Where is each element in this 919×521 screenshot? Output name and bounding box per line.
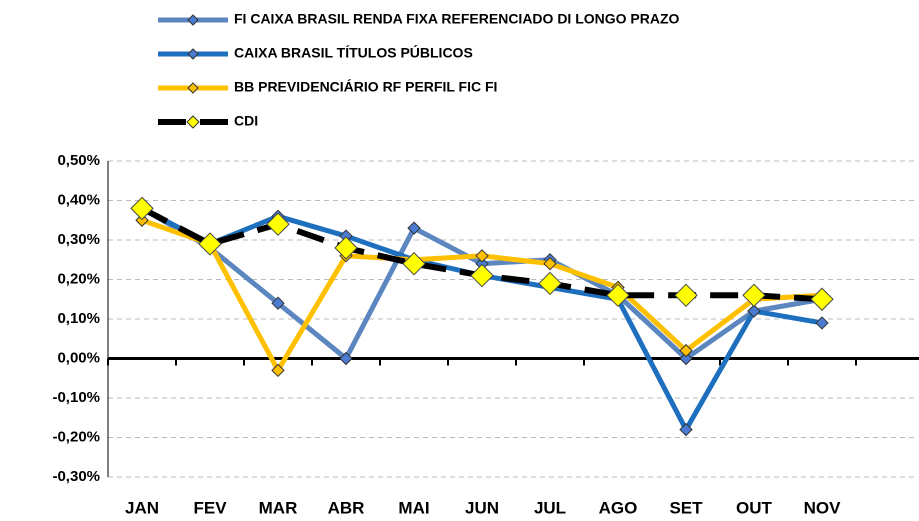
point-marker: [674, 283, 698, 308]
x-tick-label: ABR: [328, 498, 365, 517]
y-tick-label: 0,10%: [57, 310, 100, 327]
point-marker: [742, 283, 766, 308]
point-marker: [679, 422, 693, 437]
point-marker: [334, 236, 358, 260]
legend-marker: [187, 48, 199, 60]
point-marker: [402, 251, 426, 276]
legend-marker: [187, 14, 199, 26]
x-tick-label: FEV: [193, 498, 227, 517]
point-marker: [198, 232, 222, 256]
x-tick-label: MAI: [398, 498, 429, 517]
x-tick-label: MAR: [259, 498, 298, 517]
y-tick-label: 0,50%: [57, 152, 100, 169]
point-marker: [810, 287, 834, 311]
x-tick-label: JAN: [125, 498, 159, 517]
x-tick-label: OUT: [736, 498, 773, 517]
point-marker: [407, 221, 421, 235]
x-tick-label: AGO: [599, 498, 638, 517]
point-marker: [679, 351, 693, 366]
point-marker: [815, 316, 829, 330]
point-marker: [130, 196, 154, 221]
x-tick-label: SET: [669, 498, 703, 517]
y-tick-label: 0,00%: [57, 349, 100, 366]
legend-label: CAIXA BRASIL TÍTULOS PÚBLICOS: [234, 44, 473, 61]
y-tick-label: 0,30%: [57, 231, 100, 248]
y-tick-label: -0,20%: [52, 428, 100, 445]
y-tick-label: -0,30%: [52, 468, 100, 485]
y-tick-label: 0,20%: [57, 270, 100, 287]
legend-label: BB PREVIDENCIÁRIO RF PERFIL FIC FI: [234, 79, 497, 95]
point-marker: [339, 351, 353, 366]
point-marker: [679, 343, 693, 358]
x-tick-label: NOV: [804, 498, 842, 517]
legend-label: FI CAIXA BRASIL RENDA FIXA REFERENCIADO …: [234, 11, 680, 27]
point-marker: [470, 263, 494, 288]
point-marker: [538, 271, 562, 296]
legend-label: CDI: [234, 113, 258, 129]
point-marker: [747, 304, 761, 318]
y-tick-label: -0,10%: [52, 389, 100, 406]
x-tick-label: JUL: [534, 498, 566, 517]
y-tick-label: 0,40%: [57, 191, 100, 208]
point-marker: [475, 249, 489, 263]
point-marker: [606, 283, 630, 308]
point-marker: [266, 212, 290, 236]
point-marker: [271, 296, 285, 310]
point-marker: [543, 256, 557, 271]
point-marker: [271, 363, 285, 378]
x-tick-label: JUN: [465, 498, 499, 517]
legend-marker: [187, 82, 199, 94]
point-marker: [135, 213, 149, 227]
legend-marker: [186, 115, 200, 129]
